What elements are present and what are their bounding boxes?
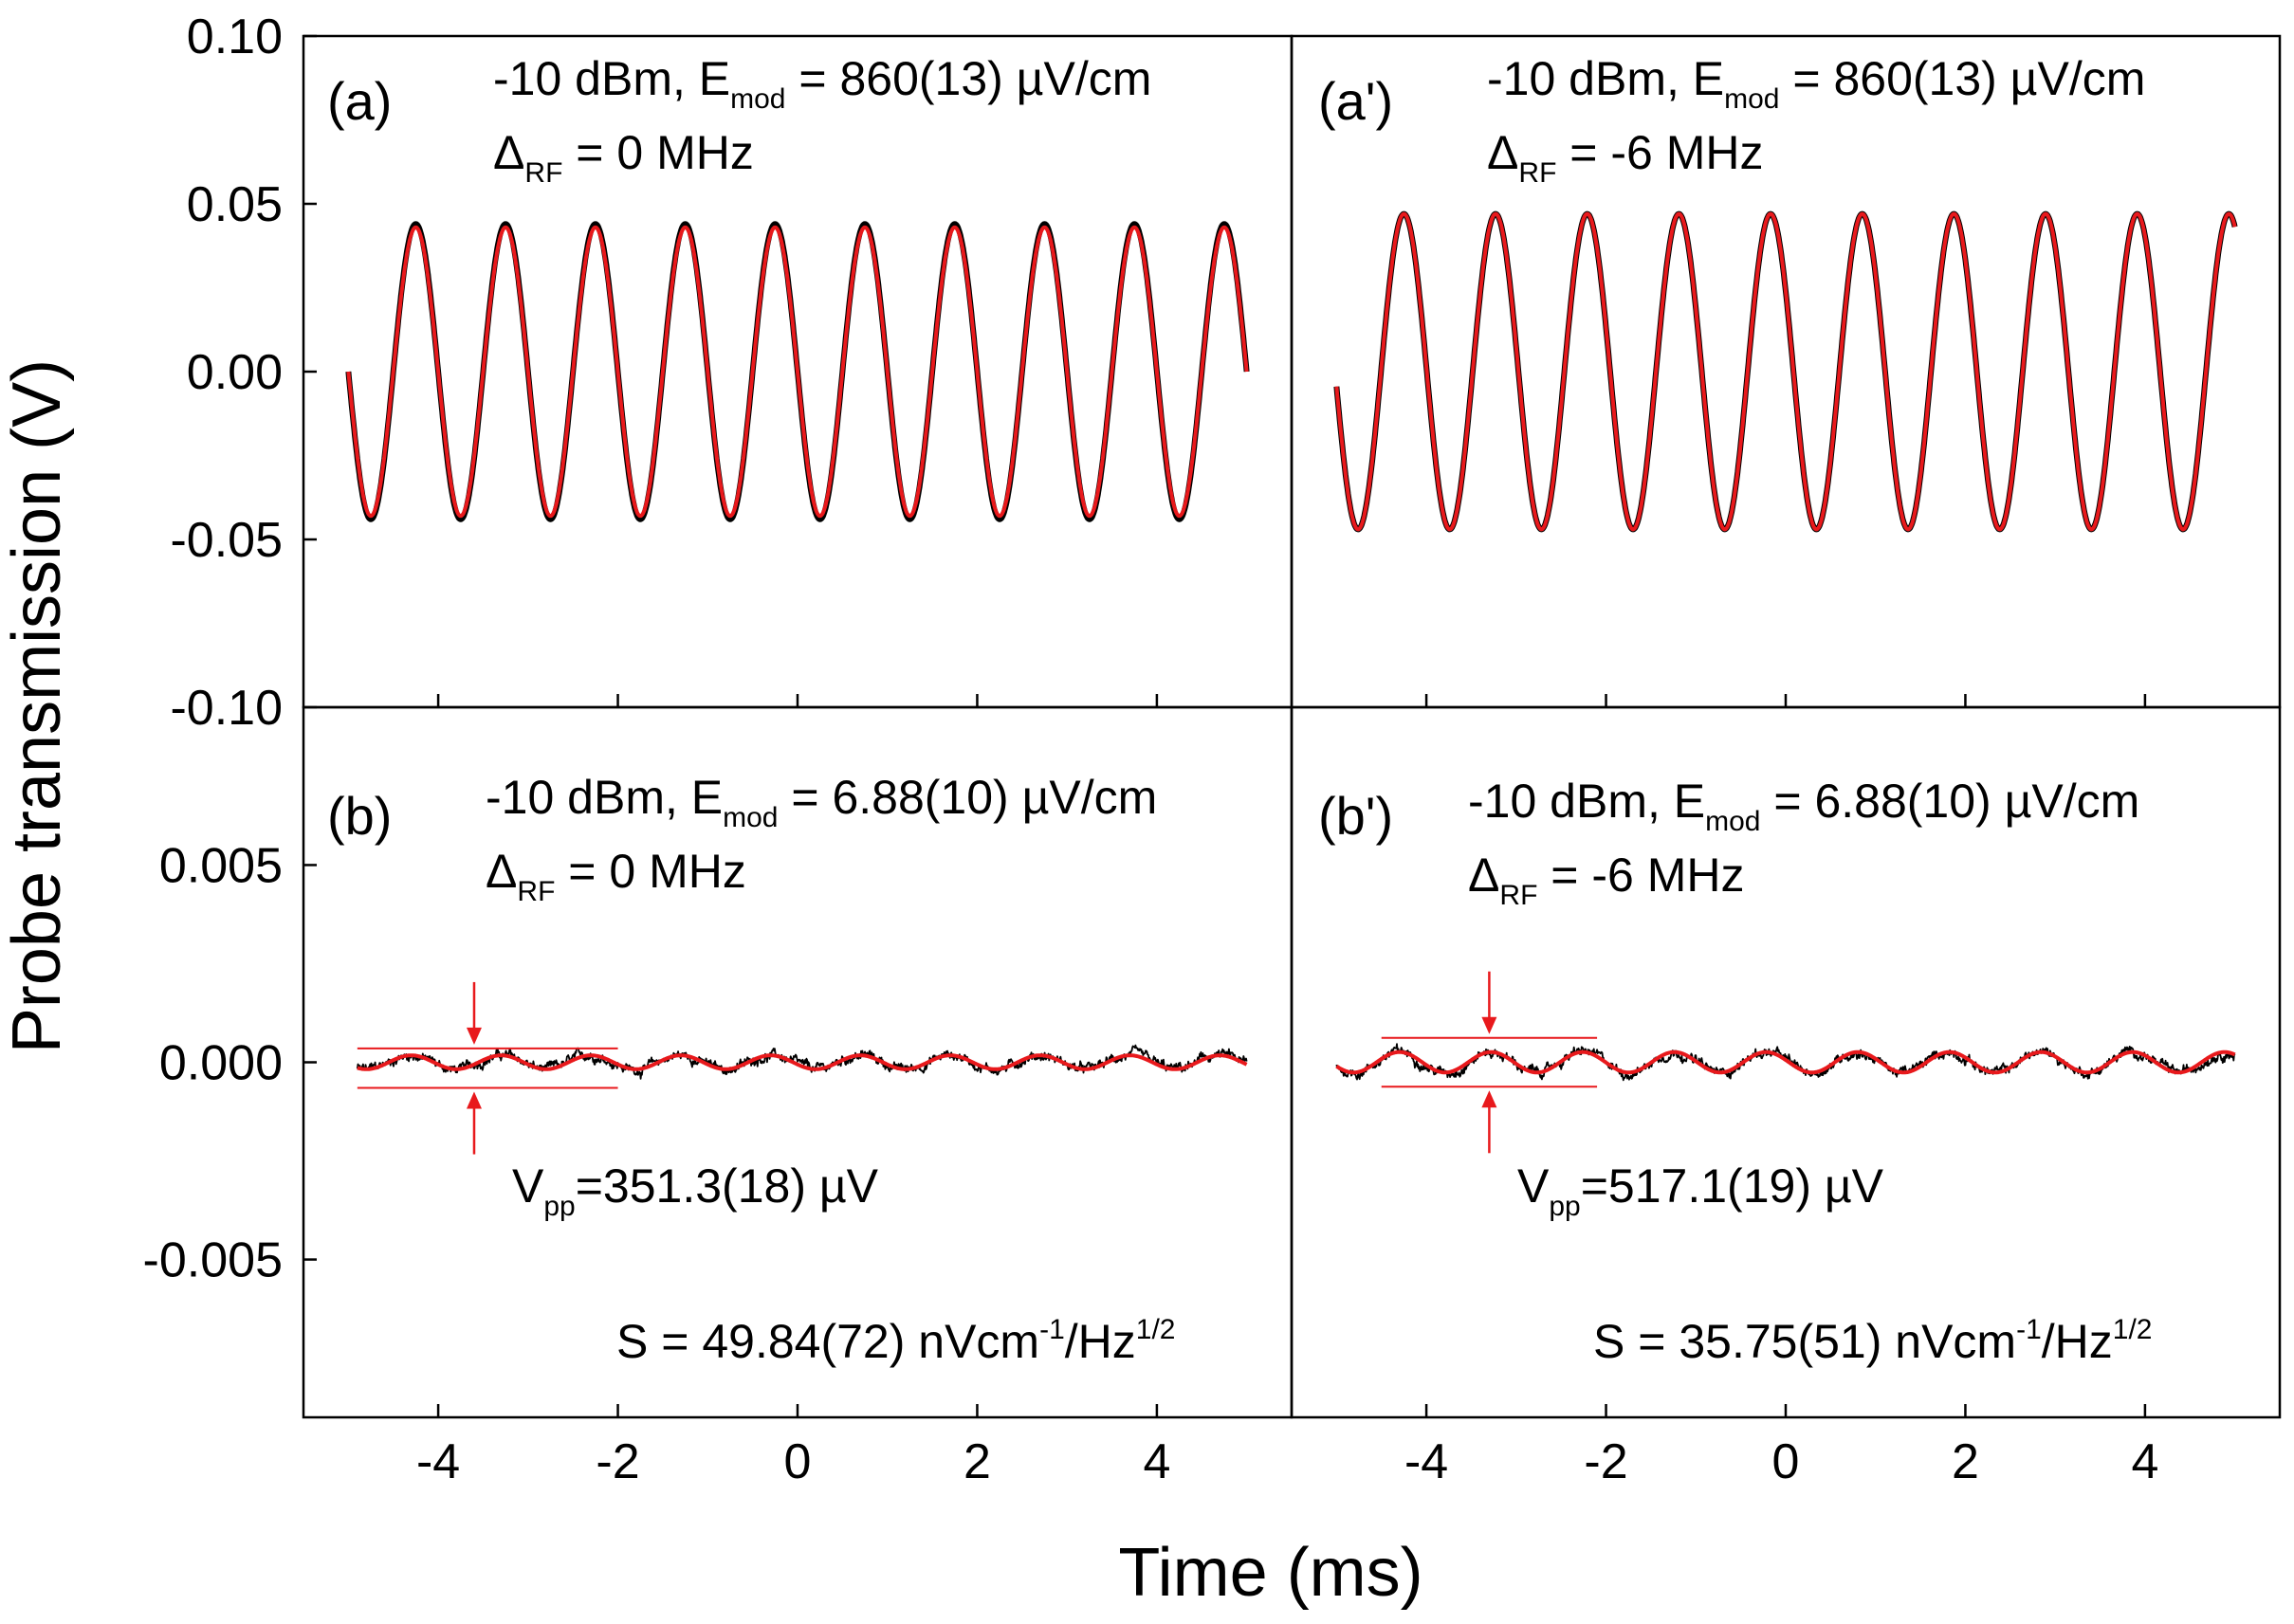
field-annotation: -10 dBm, Emod = 6.88(10) µV/cm [486,771,1157,833]
vpp-arrowhead-down [1481,1016,1497,1034]
detuning-annotation-sub: RF [1518,157,1556,189]
detuning-annotation-sub: RF [1499,880,1537,911]
y-tick-label: -0.10 [170,681,283,736]
detuning-annotation-pre: Δ [493,126,524,179]
detuning-annotation-post: = 0 MHz [562,126,753,179]
field-annotation-pre: -10 dBm, E [1487,52,1724,105]
panel-2: 0.005 0.000 -0.005 -4 -2 0 2 4 (b) -10 dBm, Emod … [143,705,1294,1489]
x-tick-label: 2 [963,1434,991,1489]
panel-label: (b') [1318,786,1393,846]
x-tick-label: 0 [1772,1434,1800,1489]
sens-mid: /Hz [2042,1315,2113,1368]
detuning-annotation-sub: RF [524,157,562,189]
sens-pre: S = 49.84(72) nVcm [616,1315,1039,1368]
x-tick-label: -4 [1404,1434,1448,1489]
sens-pre: S = 35.75(51) nVcm [1593,1315,2016,1368]
panel-label: (a) [327,71,392,131]
x-tick-label: 4 [2131,1434,2158,1489]
field-annotation-sub: mod [730,83,785,115]
field-annotation-sub: mod [1705,806,1760,837]
sens-sup2: 1/2 [1136,1314,1176,1345]
vpp-arrowhead-up [1481,1090,1497,1108]
field-annotation-post: = 860(13) µV/cm [785,52,1151,105]
detuning-annotation-post: = -6 MHz [1537,848,1744,902]
detuning-annotation-post: = -6 MHz [1556,126,1763,179]
field-annotation-pre: -10 dBm, E [1468,775,1705,828]
x-tick-label: 2 [1952,1434,1979,1489]
field-annotation-post: = 860(13) µV/cm [1779,52,2145,105]
sens-sup2: 1/2 [2113,1314,2153,1345]
detuning-annotation: ΔRF = 0 MHz [493,126,754,189]
field-annotation-pre: -10 dBm, E [493,52,730,105]
vpp-annotation-sub: pp [1549,1191,1580,1222]
sens-mid: /Hz [1065,1315,1136,1368]
series-fit [1335,1049,2236,1075]
field-annotation-post: = 6.88(10) µV/cm [1760,775,2139,828]
y-axis-title: Probe transmission (V) [0,359,75,1053]
x-tick-label: 0 [784,1434,812,1489]
panel-label: (a') [1318,71,1393,131]
x-tick-label: -4 [416,1434,460,1489]
vpp-annotation-sub: pp [543,1191,575,1222]
field-annotation: -10 dBm, Emod = 860(13) µV/cm [493,52,1151,115]
panel-0: 0.10 0.05 0.00 -0.05 -0.10 (a) -10 dBm, Emod =… [170,9,1294,736]
vpp-annotation-pre: V [512,1159,544,1213]
y-tick-label: 0.005 [159,838,283,893]
vpp-annotation: Vpp=351.3(18) µV [512,1159,879,1222]
vpp-annotation: Vpp=517.1(19) µV [1517,1159,1884,1222]
sensitivity-annotation: S = 49.84(72) nVcm-1/Hz1/2 [616,1314,1175,1368]
field-annotation-post: = 6.88(10) µV/cm [778,771,1157,824]
sens-sup1: -1 [1039,1314,1065,1345]
vpp-arrowhead-down [466,1027,482,1045]
field-annotation: -10 dBm, Emod = 6.88(10) µV/cm [1468,775,2139,837]
detuning-annotation: ΔRF = 0 MHz [486,845,746,907]
field-annotation-pre: -10 dBm, E [486,771,723,824]
detuning-annotation-pre: Δ [1487,126,1518,179]
series-fit [356,1053,1248,1071]
y-tick-label: 0.00 [187,345,283,400]
x-tick-label: 4 [1143,1434,1170,1489]
y-tick-label: 0.10 [187,9,283,64]
detuning-annotation-pre: Δ [486,845,517,898]
field-annotation-sub: mod [1724,83,1779,115]
y-tick-label: -0.005 [143,1233,283,1288]
series-fit [1334,211,2237,532]
sens-sup1: -1 [2016,1314,2042,1345]
vpp-annotation-post: =351.3(18) µV [576,1159,879,1213]
vpp-annotation-post: =517.1(19) µV [1581,1159,1884,1213]
y-tick-label: -0.05 [170,513,283,568]
x-tick-label: -2 [1584,1434,1627,1489]
y-tick-label: 0.000 [159,1036,283,1091]
panel-frame [1290,34,2282,709]
x-axis-title: Time (ms) [1118,1535,1422,1611]
panel-3: -4 -2 0 2 4 (b') -10 dBm, Emod = 6.88(10) µV/c… [1290,705,2282,1489]
field-annotation: -10 dBm, Emod = 860(13) µV/cm [1487,52,2145,115]
detuning-annotation: ΔRF = -6 MHz [1487,126,1764,189]
panel-1: (a') -10 dBm, Emod = 860(13) µV/cm ΔRF = -… [1290,34,2282,709]
detuning-annotation-sub: RF [517,876,555,907]
x-tick-label: -2 [596,1434,639,1489]
series-data [356,1044,1248,1080]
y-tick-label: 0.05 [187,177,283,232]
vpp-annotation-pre: V [1517,1159,1550,1213]
sensitivity-annotation: S = 35.75(51) nVcm-1/Hz1/2 [1593,1314,2152,1368]
field-annotation-sub: mod [723,802,778,833]
panel-label: (b) [327,786,392,846]
vpp-arrowhead-up [466,1091,482,1109]
detuning-annotation-post: = 0 MHz [555,845,745,898]
detuning-annotation-pre: Δ [1468,848,1499,902]
series-fit [346,225,1249,519]
panels: 0.100.050.00-0.05-0.10(a) -10 dBm, Emod =… [143,9,2282,1489]
detuning-annotation: ΔRF = -6 MHz [1468,848,1745,911]
